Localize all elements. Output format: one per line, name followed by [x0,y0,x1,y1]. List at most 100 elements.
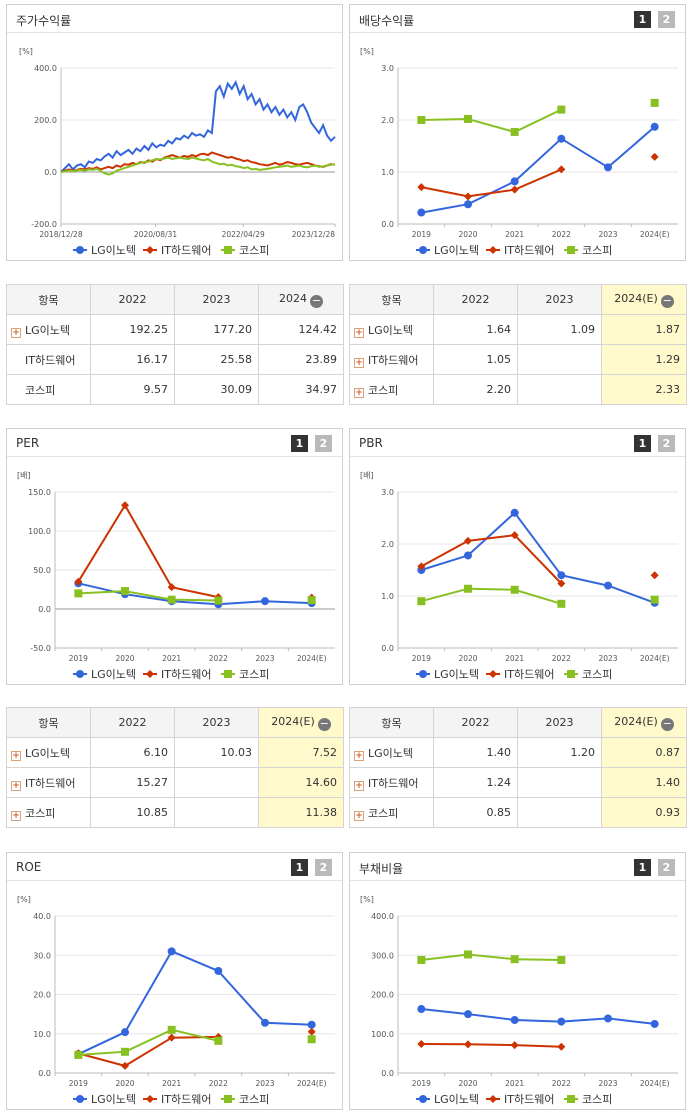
legend-item: IT하드웨어 [486,1092,554,1106]
table-cell: 7.52 [258,737,344,768]
table-cell: 2.20 [433,374,518,405]
table-cell [517,767,602,798]
page-1-button[interactable]: 1 [634,11,651,28]
expand-icon[interactable]: + [11,750,21,761]
panel-header: PBR 1 2 [350,429,685,457]
data-point [464,1010,472,1019]
y-tick-label: 3.0 [381,488,394,497]
legend-item: 코스피 [221,668,269,681]
y-tick-label: -200.0 [31,220,57,229]
page-2-button[interactable]: 2 [658,11,675,28]
table-row: 코스피 9.57 30.09 34.97 [6,374,344,405]
column-header: 2023 [517,284,602,315]
table-cell: 34.97 [258,374,344,405]
legend-item: LG이노텍 [416,1093,479,1106]
series-line [77,950,312,1056]
dividend-yield-panel: 배당수익률 1 2 [%] 3.0 2.0 1.0 0.0 2019 2020 2021 202… [349,4,686,261]
data-point [464,950,472,959]
data-point [650,98,659,107]
x-tick-label: 2023 [598,654,617,663]
page-1-button[interactable]: 1 [634,859,651,876]
data-point [557,571,566,580]
table-row: + 코스피 0.85 0.93 [349,797,687,828]
table-cell: 1.05 [433,344,518,375]
x-tick-label: 2021 [162,1079,181,1088]
x-tick-label: 2023 [598,230,617,239]
table-cell: 2.33 [601,374,687,405]
expand-icon[interactable]: + [11,810,21,821]
collapse-icon[interactable]: − [660,293,674,308]
legend-item: IT하드웨어 [143,243,211,257]
table-row: + IT하드웨어 1.05 1.29 [349,344,687,375]
page-1-button[interactable]: 1 [291,859,308,876]
y-tick-label: 0.0 [38,605,51,614]
legend-label: IT하드웨어 [504,243,554,257]
legend-item: IT하드웨어 [143,667,211,681]
table-row: + LG이노텍 1.64 1.09 1.87 [349,314,687,345]
pager: 1 2 [634,859,675,876]
y-tick-label: 20.0 [33,991,51,1000]
legend-marker [567,246,575,254]
page-2-button[interactable]: 2 [658,435,675,452]
x-tick-label: 2024(E) [297,1079,327,1088]
collapse-icon[interactable]: − [310,293,323,308]
legend-label: 코스피 [582,1093,612,1106]
data-point [417,116,426,124]
expand-icon[interactable]: + [354,357,364,368]
legend-label: IT하드웨어 [504,1092,554,1106]
x-tick-label: 2019 [69,1079,88,1088]
row-label: + LG이노텍 [6,737,91,768]
legend-marker [146,670,154,678]
table-row: + LG이노텍 1.40 1.20 0.87 [349,737,687,768]
column-header: 항목 [6,284,91,315]
panel-title: PER [16,436,40,450]
legend-marker [146,1095,154,1103]
expand-icon[interactable]: + [354,810,364,821]
y-tick-label: 0.0 [44,168,57,177]
data-point [167,1025,176,1034]
column-header: 항목 [349,284,434,315]
page-2-button[interactable]: 2 [315,435,332,452]
expand-icon[interactable]: + [354,327,364,338]
pager: 1 2 [291,859,332,876]
data-point [121,1028,129,1037]
page-1-button[interactable]: 1 [291,435,308,452]
y-tick-label: 2.0 [381,540,394,549]
pager: 1 2 [634,11,675,28]
row-label: + LG이노텍 [6,314,91,345]
data-point [417,183,426,192]
table-cell: 1.09 [517,314,602,345]
expand-icon[interactable]: + [11,327,21,338]
expand-icon[interactable]: + [354,750,364,761]
collapse-icon[interactable]: − [660,716,674,731]
page-2-button[interactable]: 2 [315,859,332,876]
y-tick-label: 2.0 [381,116,394,125]
x-tick-label: 2021 [505,230,524,239]
x-tick-label: 2020 [115,1079,134,1088]
data-point [557,1042,566,1051]
y-tick-label: 40.0 [33,912,51,921]
expand-icon[interactable]: + [354,780,364,791]
data-point [417,208,426,217]
page-2-button[interactable]: 2 [658,859,675,876]
table-cell [174,767,259,798]
row-label: + 코스피 [349,374,434,405]
series-line [78,1028,219,1056]
expand-icon[interactable]: + [11,780,21,791]
pbr-chart: [배] 3.0 2.0 1.0 0.0 2019 2020 2021 2022 2023 2024(… [360,471,678,681]
y-tick-label: 1.0 [381,168,394,177]
legend-item: 코스피 [221,1093,269,1106]
data-point [650,152,659,161]
y-tick-label: 200.0 [371,991,394,1000]
collapse-icon[interactable]: − [317,716,331,731]
data-point [417,1039,426,1048]
page-1-button[interactable]: 1 [634,435,651,452]
expand-icon[interactable]: + [354,387,364,398]
data-point [74,577,83,586]
data-point [261,597,269,606]
legend-label: 코스피 [582,668,612,681]
data-point [510,531,519,540]
table-cell: 16.17 [90,344,175,375]
x-tick-label: 2022 [552,654,571,663]
data-point [510,1016,519,1025]
